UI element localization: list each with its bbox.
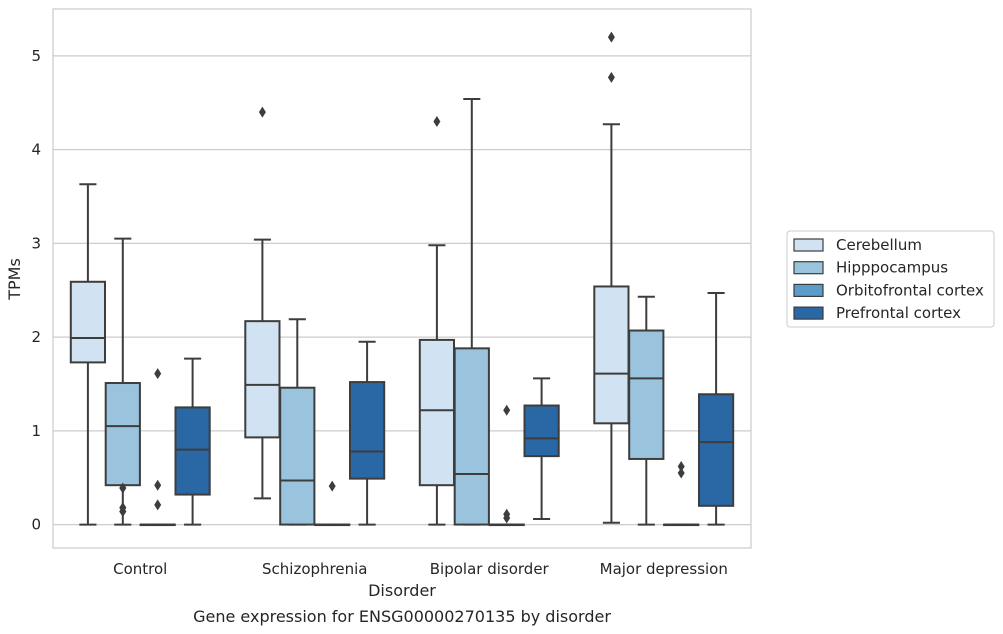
box-1-0 — [104, 237, 141, 526]
y-axis-label: TPMs — [5, 258, 24, 301]
y-tick-label: 3 — [31, 234, 41, 252]
outlier-point — [154, 499, 162, 511]
y-tick-label: 5 — [31, 47, 41, 65]
box-iqr — [628, 329, 665, 460]
box-iqr — [279, 386, 316, 526]
legend: Cerebellum Hipppocampus Orbitofrontal cort… — [786, 230, 995, 328]
box-2-2 — [488, 404, 525, 527]
box-iqr — [418, 338, 456, 487]
outlier-point — [433, 115, 441, 127]
box-iqr — [174, 406, 211, 496]
legend-swatch — [793, 283, 824, 297]
outlier-point — [154, 368, 162, 380]
box-iqr — [104, 382, 141, 487]
legend-swatch — [793, 238, 824, 252]
y-tick-label: 0 — [31, 516, 41, 534]
box-iqr — [697, 393, 735, 507]
outlier-point — [503, 404, 511, 416]
outlier-point — [119, 482, 127, 494]
figure-caption: Gene expression for ENSG00000270135 by d… — [193, 607, 611, 626]
y-tick-label: 1 — [31, 422, 41, 440]
outlier-point — [328, 480, 336, 492]
legend-label: Orbitofrontal cortex — [836, 281, 984, 299]
x-tick-label: Major depression — [600, 560, 728, 578]
box-2-0 — [139, 368, 176, 527]
box-series — [69, 31, 735, 527]
outlier-point — [119, 505, 127, 517]
x-tick-labels: Control Schizophrenia Bipolar disorder Majo… — [113, 560, 728, 578]
y-tick-label: 2 — [31, 328, 41, 346]
box-iqr — [69, 280, 107, 364]
box-2-1 — [314, 480, 351, 527]
legend-frame — [786, 230, 995, 328]
x-tick-label: Control — [113, 560, 167, 578]
box-0-1 — [244, 106, 281, 500]
x-tick-label: Bipolar disorder — [430, 560, 550, 578]
box-iqr — [348, 381, 386, 480]
box-1-2 — [453, 97, 490, 526]
box-iqr — [593, 285, 630, 425]
box-0-2 — [418, 115, 456, 526]
box-3-1 — [348, 340, 386, 526]
box-3-2 — [523, 377, 560, 520]
x-tick-label: Schizophrenia — [262, 560, 367, 578]
outlier-point — [677, 467, 685, 479]
box-2-3 — [663, 460, 700, 527]
grid-lines — [53, 55, 751, 526]
legend-swatch — [793, 261, 824, 275]
outlier-point — [154, 479, 162, 491]
outlier-point — [677, 460, 685, 472]
box-1-3 — [628, 295, 665, 526]
plot-frame — [52, 8, 752, 549]
box-3-0 — [174, 357, 211, 526]
box-1-1 — [279, 318, 316, 526]
outlier-point — [607, 31, 615, 43]
y-tick-labels: 0 1 2 3 4 5 — [31, 47, 41, 534]
box-3-3 — [697, 292, 735, 526]
box-0-3 — [593, 31, 630, 524]
legend-label: Hipppocampus — [836, 259, 948, 277]
box-iqr — [244, 320, 281, 439]
outlier-point — [503, 512, 511, 524]
box-iqr — [523, 404, 560, 458]
x-axis-label: Disorder — [368, 581, 436, 600]
box-0-0 — [69, 183, 127, 526]
legend-label: Cerebellum — [836, 236, 922, 254]
legend-label: Prefrontal cortex — [836, 304, 961, 322]
outlier-point — [607, 71, 615, 83]
legend-swatch — [793, 306, 824, 320]
y-tick-label: 4 — [31, 141, 41, 159]
outlier-point — [258, 106, 266, 118]
box-iqr — [453, 347, 490, 526]
